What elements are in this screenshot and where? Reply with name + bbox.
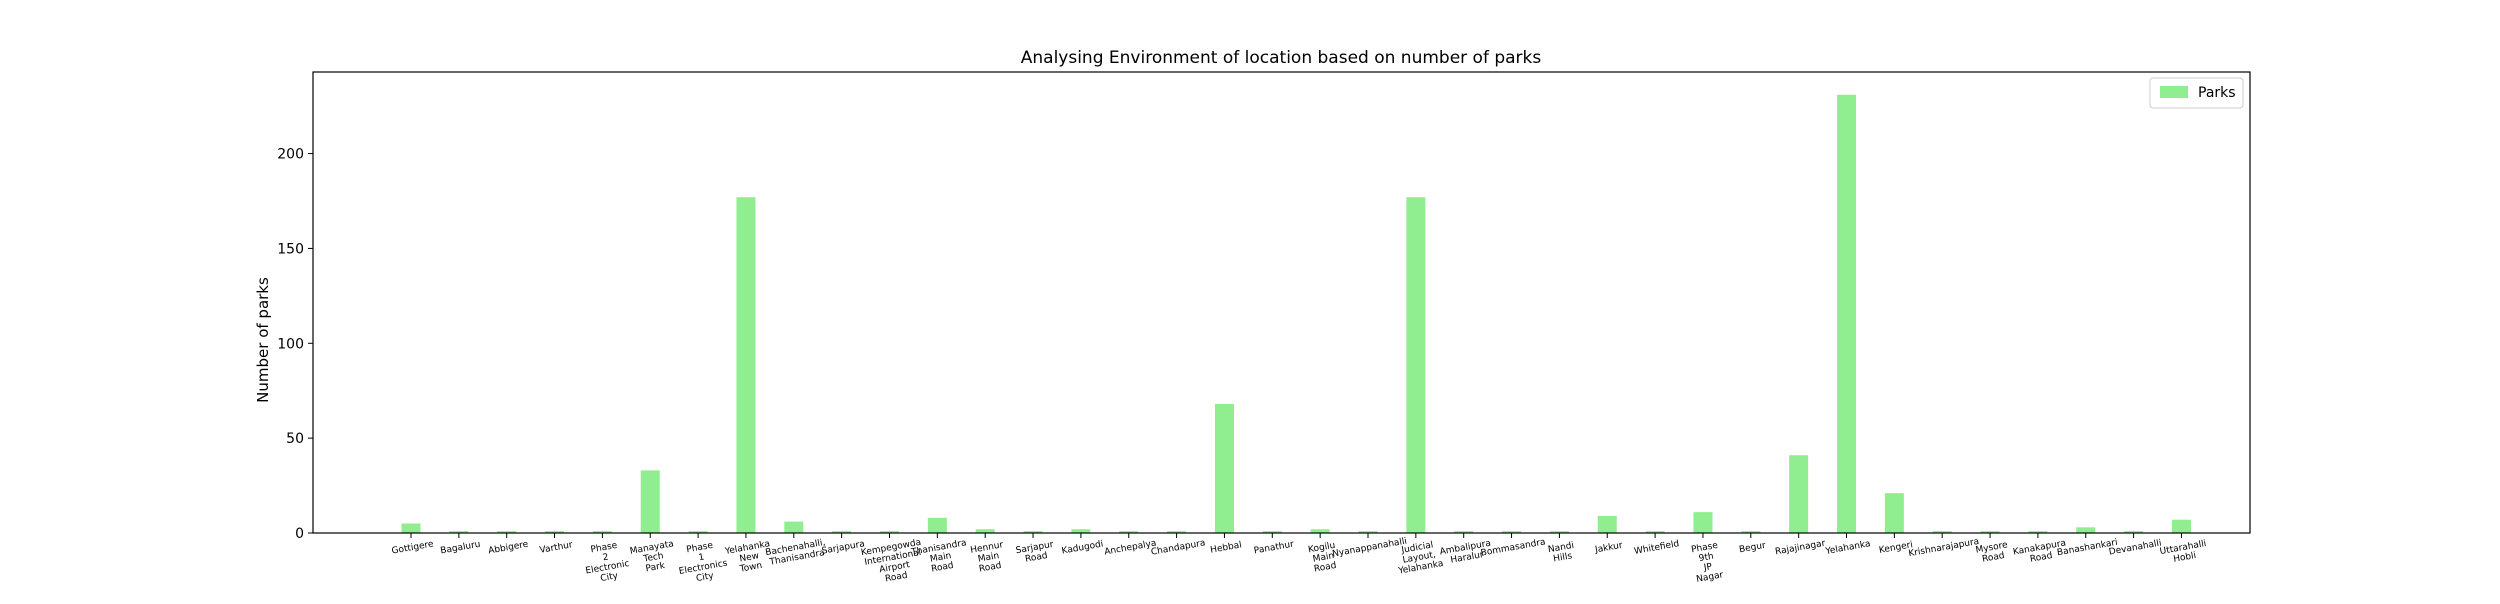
bars-group — [401, 94, 2191, 534]
x-tick-label: Phase1ElectronicsCity — [675, 539, 731, 587]
chart-title: Analysing Environment of location based … — [1021, 48, 1542, 68]
y-tick-label: 0 — [295, 526, 304, 542]
bar — [1693, 512, 1713, 533]
bar — [401, 523, 421, 533]
x-tick-label: Gottigere — [391, 539, 435, 556]
x-tick-label: Varthur — [539, 540, 574, 556]
x-tick-label: Jakkur — [1593, 541, 1623, 556]
x-tick-label: Whitefield — [1633, 539, 1680, 557]
bar — [1454, 531, 1474, 533]
bar — [1071, 529, 1091, 533]
bar — [1597, 515, 1617, 533]
bar — [1502, 531, 1522, 533]
bar — [1932, 531, 1952, 533]
x-tick-label: NandiHills — [1547, 541, 1576, 565]
bar — [545, 531, 565, 533]
bar — [688, 531, 708, 533]
bar — [497, 531, 517, 533]
bar — [975, 529, 995, 533]
bar — [1645, 531, 1665, 533]
y-axis-label: Number of parks — [254, 277, 272, 403]
bar — [832, 531, 852, 533]
x-tick-label: Panathur — [1253, 540, 1295, 557]
bar — [592, 531, 612, 533]
bar — [1549, 531, 1569, 533]
legend-label: Parks — [2198, 85, 2236, 101]
x-tick-label: Rajajinagar — [1774, 539, 1826, 558]
bar — [1262, 531, 1282, 533]
bar — [1119, 531, 1139, 533]
x-tick-label: Phase2ElectronicCity — [581, 539, 632, 586]
bar — [2028, 531, 2048, 533]
legend: Parks — [2149, 77, 2244, 109]
x-tick-label: MysoreRoad — [1975, 540, 2011, 565]
x-tick-label: Bachenahalli,Thanisandra — [765, 538, 828, 568]
x-tick-label: KogiluMainRoad — [1307, 541, 1339, 575]
x-tick-label: Chandapura — [1150, 538, 1206, 557]
bar — [1741, 531, 1761, 533]
x-tick-label: Nyanappanahalli — [1332, 537, 1408, 560]
y-tick-label: 200 — [277, 147, 304, 163]
y-tick-label: 150 — [277, 241, 304, 257]
bar — [1789, 455, 1809, 533]
legend-swatch — [2160, 86, 2188, 98]
x-tick-label: Krishnarajapura — [1908, 537, 1980, 559]
x-tick-label: Hebbal — [1210, 540, 1243, 555]
bar — [1980, 531, 2000, 533]
y-axis: 0 50 100 150 200 — [277, 147, 313, 542]
x-tick-label: Kadugodi — [1061, 539, 1104, 556]
bar — [736, 197, 756, 533]
x-tick-label: Anchepalya — [1104, 539, 1158, 558]
bar — [1310, 529, 1330, 533]
bar — [927, 517, 947, 533]
y-tick-label: 50 — [286, 431, 304, 447]
bar — [1358, 531, 1378, 533]
x-tick-label: UttarahalliHobli — [2159, 539, 2209, 567]
bar — [1406, 197, 1426, 533]
bar — [1884, 493, 1904, 533]
x-axis: Gottigere Bagaluru Abbigere Varthur Phase2El… — [391, 533, 2209, 588]
legend-box — [2149, 77, 2244, 109]
x-tick-label: Sarjapura — [821, 539, 866, 556]
bar — [880, 531, 899, 533]
bar — [1214, 404, 1234, 533]
plot-frame — [312, 71, 2251, 534]
bar — [1023, 531, 1043, 533]
x-tick-label: Bagaluru — [440, 540, 482, 557]
bar — [1837, 94, 1856, 534]
x-tick-label: Begur — [1738, 541, 1766, 556]
bar — [640, 470, 660, 533]
x-tick-label: KempegowdaInternationalAirportRoad — [860, 538, 927, 588]
x-tick-label: Phase9thJPNagar — [1690, 541, 1724, 585]
bar — [449, 531, 469, 533]
x-tick-label: Yelahanka — [1824, 539, 1871, 557]
bar — [2171, 519, 2191, 533]
bar — [784, 521, 804, 533]
bar — [1167, 531, 1187, 533]
x-tick-label: ManayataTechPark — [629, 539, 678, 576]
x-tick-label: SarjapurRoad — [1015, 540, 1056, 566]
x-tick-label: Abbigere — [488, 540, 530, 557]
x-tick-label: HennurMainRoad — [970, 540, 1008, 575]
y-tick-label: 100 — [277, 336, 304, 352]
bar — [2124, 531, 2144, 533]
bar — [2076, 527, 2096, 533]
